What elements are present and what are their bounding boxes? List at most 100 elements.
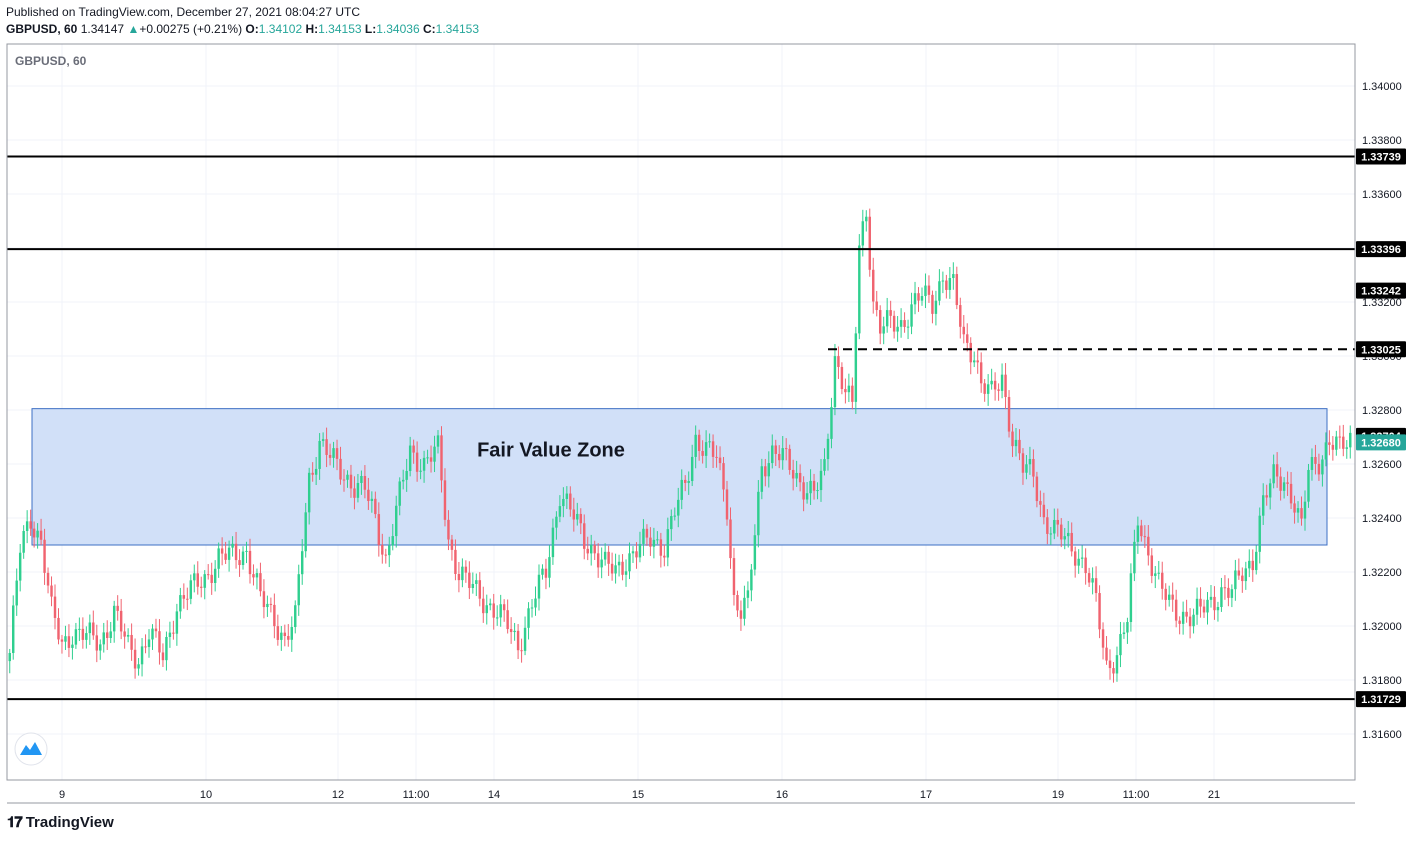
- candle-down: [572, 497, 576, 532]
- candle-down: [764, 458, 767, 487]
- level-value-text: 1.33025: [1361, 344, 1401, 356]
- candle-down: [729, 507, 732, 569]
- candle-down: [969, 337, 972, 375]
- y-tick-label: 1.33600: [1362, 189, 1402, 201]
- candle-down: [1087, 567, 1091, 587]
- candle-down: [95, 624, 99, 663]
- candle-up: [858, 234, 861, 340]
- candle-down: [1279, 467, 1282, 501]
- candle-down: [1286, 471, 1289, 496]
- candle-down: [196, 561, 199, 595]
- candle-up: [280, 625, 283, 651]
- candle-up: [1206, 592, 1209, 625]
- y-tick-label: 1.31800: [1362, 675, 1402, 687]
- candle-up: [830, 397, 833, 449]
- candle-up: [934, 290, 938, 326]
- candle-down: [945, 274, 948, 299]
- footer-brand-text: TradingView: [25, 814, 114, 831]
- candle-down: [39, 518, 43, 546]
- tradingview-badge-icon[interactable]: [14, 732, 48, 766]
- candle-up: [1310, 448, 1314, 481]
- candle-up: [433, 435, 436, 473]
- candle-down: [1275, 452, 1279, 488]
- candle-down: [711, 434, 715, 468]
- candle-up: [231, 536, 234, 557]
- x-tick-label: 15: [632, 789, 644, 801]
- candle-up: [795, 460, 798, 487]
- candle-up: [924, 273, 927, 309]
- candle-down: [478, 572, 482, 607]
- candle-up: [314, 457, 318, 486]
- candle-up: [1025, 455, 1028, 480]
- candle-up: [952, 262, 955, 290]
- candle-down: [1101, 622, 1105, 660]
- level-lines[interactable]: [7, 155, 1355, 701]
- candle-down: [133, 638, 137, 679]
- candle-down: [1161, 561, 1164, 600]
- candle-down: [1314, 444, 1317, 475]
- candle-down: [1105, 636, 1108, 665]
- last-price: 1.34147: [80, 22, 125, 36]
- candle-up: [823, 448, 826, 476]
- candle-down: [374, 491, 377, 519]
- candle-down: [509, 617, 513, 644]
- x-tick-label: 21: [1208, 789, 1220, 801]
- candle-down: [377, 502, 381, 557]
- candle-down: [962, 315, 965, 344]
- candle-up: [920, 287, 924, 306]
- candle-down: [635, 542, 638, 569]
- candle-down: [154, 618, 158, 638]
- candle-up: [523, 616, 527, 656]
- candle-down: [468, 561, 471, 600]
- candle-down: [1004, 363, 1007, 410]
- low-label: L:: [364, 22, 377, 36]
- candle-up: [193, 564, 196, 593]
- candle-down: [353, 476, 356, 510]
- candle-down: [1237, 558, 1241, 580]
- candle-up: [680, 469, 683, 510]
- y-tick-label: 1.31600: [1362, 729, 1402, 741]
- candle-down: [447, 510, 450, 551]
- candle-up: [1255, 545, 1258, 575]
- candle-up: [8, 648, 11, 674]
- candle-down: [450, 534, 454, 561]
- candle-up: [757, 480, 760, 548]
- candle-up: [1234, 559, 1237, 601]
- candle-up: [1321, 455, 1324, 487]
- candle-down: [238, 549, 241, 577]
- fair-value-zone[interactable]: [31, 408, 1328, 546]
- candle-down: [778, 445, 781, 469]
- candle-down: [339, 446, 342, 485]
- footer-brand[interactable]: 𝟏𝟕 TradingView: [7, 814, 114, 831]
- candle-up: [690, 444, 694, 487]
- candle-up: [558, 495, 562, 523]
- candle-down: [1185, 599, 1188, 623]
- candle-up: [537, 564, 541, 611]
- candle-down: [774, 439, 777, 467]
- candle-down: [161, 643, 165, 667]
- candle-up: [147, 629, 151, 658]
- candle-up: [85, 626, 88, 649]
- level-price-label: 1.33025: [1356, 341, 1406, 358]
- candle-down: [798, 464, 802, 492]
- y-tick-label: 1.32600: [1362, 459, 1402, 471]
- candle-up: [297, 564, 300, 616]
- candle-up: [972, 351, 976, 368]
- candle-up: [15, 568, 18, 616]
- candle-up: [1129, 563, 1133, 632]
- candle-down: [903, 312, 906, 333]
- candle-up: [332, 441, 335, 468]
- candle-down: [718, 446, 722, 471]
- candle-down: [784, 438, 788, 461]
- candle-down: [610, 552, 614, 581]
- candle-down: [516, 624, 520, 660]
- y-tick-label: 1.32000: [1362, 621, 1402, 633]
- candle-up: [1303, 490, 1307, 531]
- candle-up: [896, 316, 899, 342]
- candle-up: [245, 541, 248, 564]
- candle-down: [1098, 585, 1101, 639]
- candle-down: [875, 290, 878, 317]
- candle-down: [311, 462, 314, 482]
- candle-up: [938, 269, 941, 306]
